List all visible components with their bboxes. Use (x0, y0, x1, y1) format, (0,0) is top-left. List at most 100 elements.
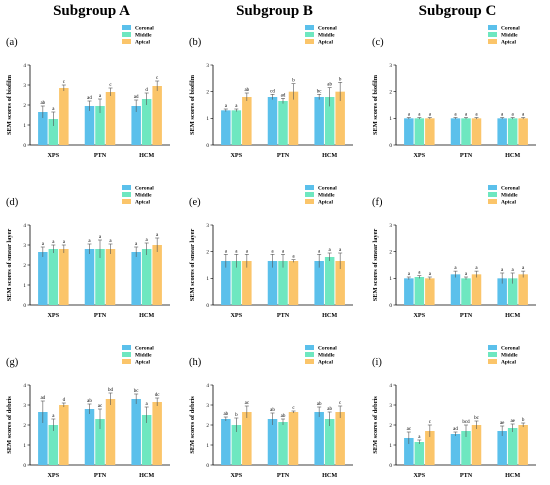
legend-swatch-middle (305, 32, 314, 37)
legend-label-middle: Middle (135, 33, 152, 39)
x-tick-label: HCM (139, 312, 154, 319)
x-tick-label: XPS (47, 472, 59, 479)
bar-apical (152, 245, 162, 305)
significance-label: a (522, 266, 525, 271)
y-axis-label: SEM scores of biofilm (372, 74, 379, 135)
panel-e: (e) SEM scores of smear layer 0 1 2 3 XPS a a a PT… (189, 185, 353, 319)
significance-label: a (88, 239, 91, 244)
significance-label: ab (87, 399, 92, 404)
bar-apical (242, 97, 252, 145)
y-tick-label: 2 (389, 249, 392, 255)
x-tick-label: HCM (139, 152, 154, 159)
x-tick-label: PTN (460, 152, 473, 159)
legend-swatch-apical (122, 359, 131, 364)
panel-i: (i)SEM scores of debris01234XPSacacPTNad… (372, 345, 536, 479)
x-tick-label: XPS (230, 152, 242, 159)
x-tick-label: PTN (277, 152, 290, 159)
bar-apical (59, 88, 69, 145)
significance-label: a (465, 113, 468, 118)
bar-coronal (450, 274, 461, 305)
significance-label: d (63, 398, 66, 403)
y-tick-label: 1 (206, 443, 209, 449)
bar-apical (288, 261, 299, 305)
panel-f: (f) SEM scores of smear layer 0 1 2 3 XPS a a a PT… (372, 185, 536, 319)
significance-label: c (292, 406, 295, 411)
bar-middle (414, 118, 425, 145)
bar-coronal (38, 412, 48, 465)
bar-middle (414, 442, 425, 465)
bar-apical (335, 412, 345, 465)
bar-apical (471, 274, 482, 305)
significance-label: ab (223, 412, 228, 417)
significance-label: c (109, 83, 112, 88)
y-tick-label: 0 (23, 143, 26, 149)
x-tick-label: HCM (322, 152, 337, 159)
legend-swatch-coronal (488, 345, 497, 350)
significance-label: a (235, 249, 238, 254)
x-tick-label: XPS (413, 312, 425, 319)
x-tick-label: HCM (505, 472, 520, 479)
significance-label: d (145, 88, 148, 93)
y-tick-label: 4 (23, 223, 26, 229)
significance-label: a (475, 113, 478, 118)
significance-label: c (156, 76, 159, 81)
bar-coronal (497, 431, 507, 465)
y-tick-label: 1 (206, 276, 209, 282)
significance-label: ab (244, 88, 249, 93)
bar-coronal (314, 97, 324, 145)
bar-coronal (450, 118, 461, 145)
significance-label: ab (270, 408, 275, 413)
significance-label: ab (40, 101, 45, 106)
y-tick-label: 3 (23, 243, 26, 249)
legend-swatch-coronal (122, 345, 131, 350)
legend-label-apical: Apical (501, 360, 516, 366)
x-tick-label: XPS (230, 472, 242, 479)
significance-label: a (454, 113, 457, 118)
y-tick-label: 1 (23, 283, 26, 289)
significance-label: ac (98, 404, 103, 409)
bar-apical (288, 412, 299, 465)
significance-label: a (52, 240, 55, 245)
significance-label: b (235, 413, 238, 418)
legend-swatch-middle (488, 192, 497, 197)
legend-swatch-apical (488, 39, 497, 44)
legend-label-apical: Apical (501, 40, 516, 46)
y-tick-label: 4 (23, 383, 26, 389)
legend-label-coronal: Coronal (135, 186, 154, 192)
x-tick-label: PTN (94, 152, 107, 159)
bar-apical (242, 261, 252, 305)
y-axis-label: SEM scores of biofilm (189, 74, 196, 135)
legend-label-apical: Apical (501, 200, 516, 206)
y-tick-label: 3 (206, 223, 209, 229)
bar-middle (324, 97, 335, 145)
y-axis-label: SEM scores of smear layer (372, 229, 379, 302)
legend-label-apical: Apical (135, 40, 150, 46)
y-tick-label: 4 (23, 63, 26, 69)
panel-label: (e) (189, 197, 201, 208)
panel-label: (d) (6, 197, 19, 208)
legend-label-apical: Apical (135, 360, 150, 366)
significance-label: a (52, 107, 55, 112)
significance-label: a (454, 266, 457, 271)
significance-label: ac (245, 401, 250, 406)
significance-label: ab (281, 414, 286, 419)
significance-label: c (63, 80, 66, 85)
x-tick-label: PTN (94, 312, 107, 319)
x-tick-label: XPS (47, 312, 59, 319)
significance-label: a (512, 113, 515, 118)
y-tick-label: 2 (206, 249, 209, 255)
legend-label-coronal: Coronal (501, 26, 520, 32)
bar-coronal (497, 118, 507, 145)
significance-label: ab (317, 402, 322, 407)
x-tick-label: HCM (505, 152, 520, 159)
y-tick-label: 3 (389, 403, 392, 409)
legend-label-middle: Middle (501, 353, 518, 359)
bar-middle (324, 419, 335, 465)
legend-swatch-apical (488, 359, 497, 364)
bar-middle (278, 422, 288, 465)
legend-swatch-coronal (488, 185, 497, 190)
panel-label: (f) (372, 197, 383, 208)
significance-label: a (418, 271, 421, 276)
y-tick-label: 4 (206, 383, 209, 389)
x-tick-label: PTN (277, 312, 290, 319)
